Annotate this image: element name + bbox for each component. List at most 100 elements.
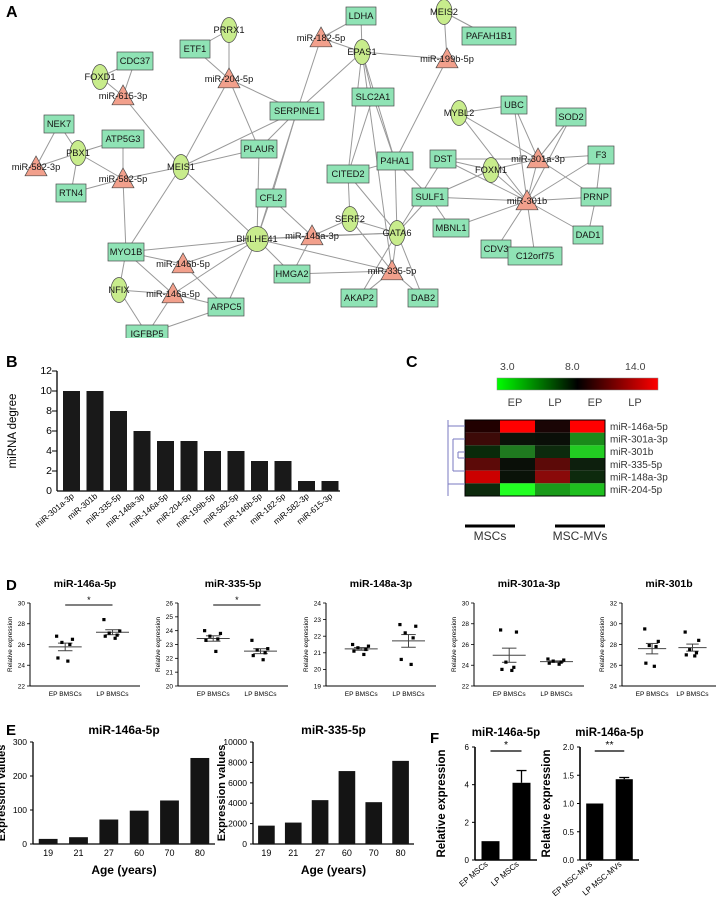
svg-text:2000: 2000 bbox=[228, 819, 247, 829]
svg-text:MYO1B: MYO1B bbox=[110, 247, 143, 257]
svg-text:DAB2: DAB2 bbox=[411, 293, 435, 303]
svg-text:LDHA: LDHA bbox=[349, 11, 375, 21]
svg-text:0.0: 0.0 bbox=[563, 856, 575, 865]
svg-text:miR-204-5p: miR-204-5p bbox=[610, 485, 663, 496]
svg-text:miR-301a-3p: miR-301a-3p bbox=[498, 578, 560, 590]
svg-text:miR-301b: miR-301b bbox=[610, 447, 654, 458]
svg-text:FOXM1: FOXM1 bbox=[475, 165, 507, 175]
svg-text:20: 20 bbox=[314, 667, 322, 674]
svg-text:SERF2: SERF2 bbox=[335, 214, 365, 224]
svg-text:CFL2: CFL2 bbox=[260, 193, 283, 203]
svg-text:LP BMSCs: LP BMSCs bbox=[96, 691, 129, 698]
svg-text:EPAS1: EPAS1 bbox=[347, 47, 376, 57]
svg-text:PBX1: PBX1 bbox=[66, 148, 90, 158]
svg-text:EP BMSCs: EP BMSCs bbox=[49, 691, 83, 698]
svg-text:LP: LP bbox=[548, 397, 561, 409]
svg-text:MSC-MVs: MSC-MVs bbox=[553, 529, 608, 543]
svg-text:22: 22 bbox=[18, 683, 26, 690]
svg-text:8000: 8000 bbox=[228, 757, 247, 767]
svg-text:PRRX1: PRRX1 bbox=[213, 25, 244, 35]
svg-text:Relative expression: Relative expression bbox=[155, 617, 162, 672]
svg-text:ATP5G3: ATP5G3 bbox=[106, 134, 141, 144]
svg-text:EP: EP bbox=[588, 397, 603, 409]
svg-text:4: 4 bbox=[465, 781, 470, 790]
svg-text:Relative expression: Relative expression bbox=[436, 749, 448, 857]
svg-text:FOXD1: FOXD1 bbox=[85, 72, 116, 82]
svg-text:CITED2: CITED2 bbox=[331, 169, 364, 179]
svg-text:6: 6 bbox=[46, 425, 52, 437]
svg-text:RTN4: RTN4 bbox=[59, 188, 83, 198]
svg-text:0.5: 0.5 bbox=[563, 828, 575, 837]
svg-text:SOD2: SOD2 bbox=[558, 112, 583, 122]
svg-text:26: 26 bbox=[18, 642, 26, 649]
svg-text:miR-301b: miR-301b bbox=[645, 578, 692, 590]
svg-text:CDC37: CDC37 bbox=[120, 56, 150, 66]
svg-text:miR-182-5p: miR-182-5p bbox=[297, 33, 346, 43]
svg-text:miR-615-3p: miR-615-3p bbox=[99, 91, 148, 101]
svg-text:Relative expression: Relative expression bbox=[7, 617, 14, 672]
svg-text:27: 27 bbox=[315, 848, 325, 858]
svg-text:LP MSCs: LP MSCs bbox=[489, 860, 521, 889]
svg-text:ARPC5: ARPC5 bbox=[210, 302, 241, 312]
svg-text:miR-146b-5p: miR-146b-5p bbox=[156, 259, 210, 269]
svg-text:IGFBP5: IGFBP5 bbox=[130, 329, 163, 338]
svg-text:miR-335-5p: miR-335-5p bbox=[368, 266, 417, 276]
svg-text:EP BMSCs: EP BMSCs bbox=[493, 691, 527, 698]
svg-text:0: 0 bbox=[46, 485, 52, 497]
svg-text:4: 4 bbox=[46, 445, 52, 457]
svg-text:CDV3: CDV3 bbox=[484, 244, 509, 254]
svg-text:200: 200 bbox=[13, 771, 27, 781]
svg-text:1.0: 1.0 bbox=[563, 800, 575, 809]
svg-text:*: * bbox=[235, 595, 239, 605]
svg-text:12: 12 bbox=[40, 365, 52, 377]
svg-text:Relative expression: Relative expression bbox=[303, 617, 310, 672]
svg-text:miR-199b-5p: miR-199b-5p bbox=[420, 54, 474, 64]
svg-text:14.0: 14.0 bbox=[625, 361, 646, 373]
svg-text:22: 22 bbox=[166, 656, 174, 663]
svg-text:70: 70 bbox=[164, 848, 174, 858]
svg-text:19: 19 bbox=[261, 848, 271, 858]
svg-text:8.0: 8.0 bbox=[565, 361, 580, 373]
svg-text:30: 30 bbox=[610, 621, 618, 628]
svg-text:LP BMSCs: LP BMSCs bbox=[392, 691, 425, 698]
svg-text:miR-146a-5p: miR-146a-5p bbox=[54, 578, 116, 590]
svg-text:60: 60 bbox=[342, 848, 352, 858]
svg-text:UBC: UBC bbox=[504, 100, 524, 110]
svg-text:27: 27 bbox=[104, 848, 114, 858]
svg-text:MEIS2: MEIS2 bbox=[430, 7, 458, 17]
svg-text:P4HA1: P4HA1 bbox=[380, 156, 409, 166]
svg-text:miR-301a-3p: miR-301a-3p bbox=[610, 435, 668, 446]
svg-text:28: 28 bbox=[610, 642, 618, 649]
svg-text:miR-148a-3p: miR-148a-3p bbox=[610, 473, 668, 484]
svg-text:EP MSCs: EP MSCs bbox=[458, 860, 490, 889]
svg-text:miRNA degree: miRNA degree bbox=[7, 394, 19, 469]
svg-text:60: 60 bbox=[134, 848, 144, 858]
svg-text:21: 21 bbox=[314, 650, 322, 657]
svg-text:miR-148a-3p: miR-148a-3p bbox=[285, 231, 339, 241]
svg-text:21: 21 bbox=[166, 669, 174, 676]
svg-text:PAFAH1B1: PAFAH1B1 bbox=[466, 31, 512, 41]
svg-text:3.0: 3.0 bbox=[500, 361, 515, 373]
svg-text:miR-335-5p: miR-335-5p bbox=[301, 723, 366, 737]
svg-text:DAD1: DAD1 bbox=[576, 230, 601, 240]
svg-text:EP BMSCs: EP BMSCs bbox=[636, 691, 670, 698]
svg-text:PRNP: PRNP bbox=[583, 192, 609, 202]
svg-text:2: 2 bbox=[465, 818, 470, 827]
svg-text:70: 70 bbox=[369, 848, 379, 858]
svg-text:22: 22 bbox=[314, 634, 322, 641]
svg-text:23: 23 bbox=[314, 617, 322, 624]
svg-text:MYBL2: MYBL2 bbox=[444, 108, 475, 118]
svg-text:Age (years): Age (years) bbox=[91, 863, 156, 877]
svg-text:DST: DST bbox=[434, 154, 453, 164]
svg-text:C12orf75: C12orf75 bbox=[516, 251, 554, 261]
svg-text:1.5: 1.5 bbox=[563, 771, 575, 780]
svg-text:4000: 4000 bbox=[228, 798, 247, 808]
svg-text:28: 28 bbox=[18, 621, 26, 628]
svg-text:miR-146a-5p: miR-146a-5p bbox=[610, 422, 668, 433]
svg-text:EP BMSCs: EP BMSCs bbox=[197, 691, 231, 698]
svg-text:EP BMSCs: EP BMSCs bbox=[345, 691, 379, 698]
svg-text:*: * bbox=[87, 595, 91, 605]
svg-text:30: 30 bbox=[18, 600, 26, 607]
svg-text:25: 25 bbox=[166, 614, 174, 621]
svg-text:LP BMSCs: LP BMSCs bbox=[540, 691, 573, 698]
